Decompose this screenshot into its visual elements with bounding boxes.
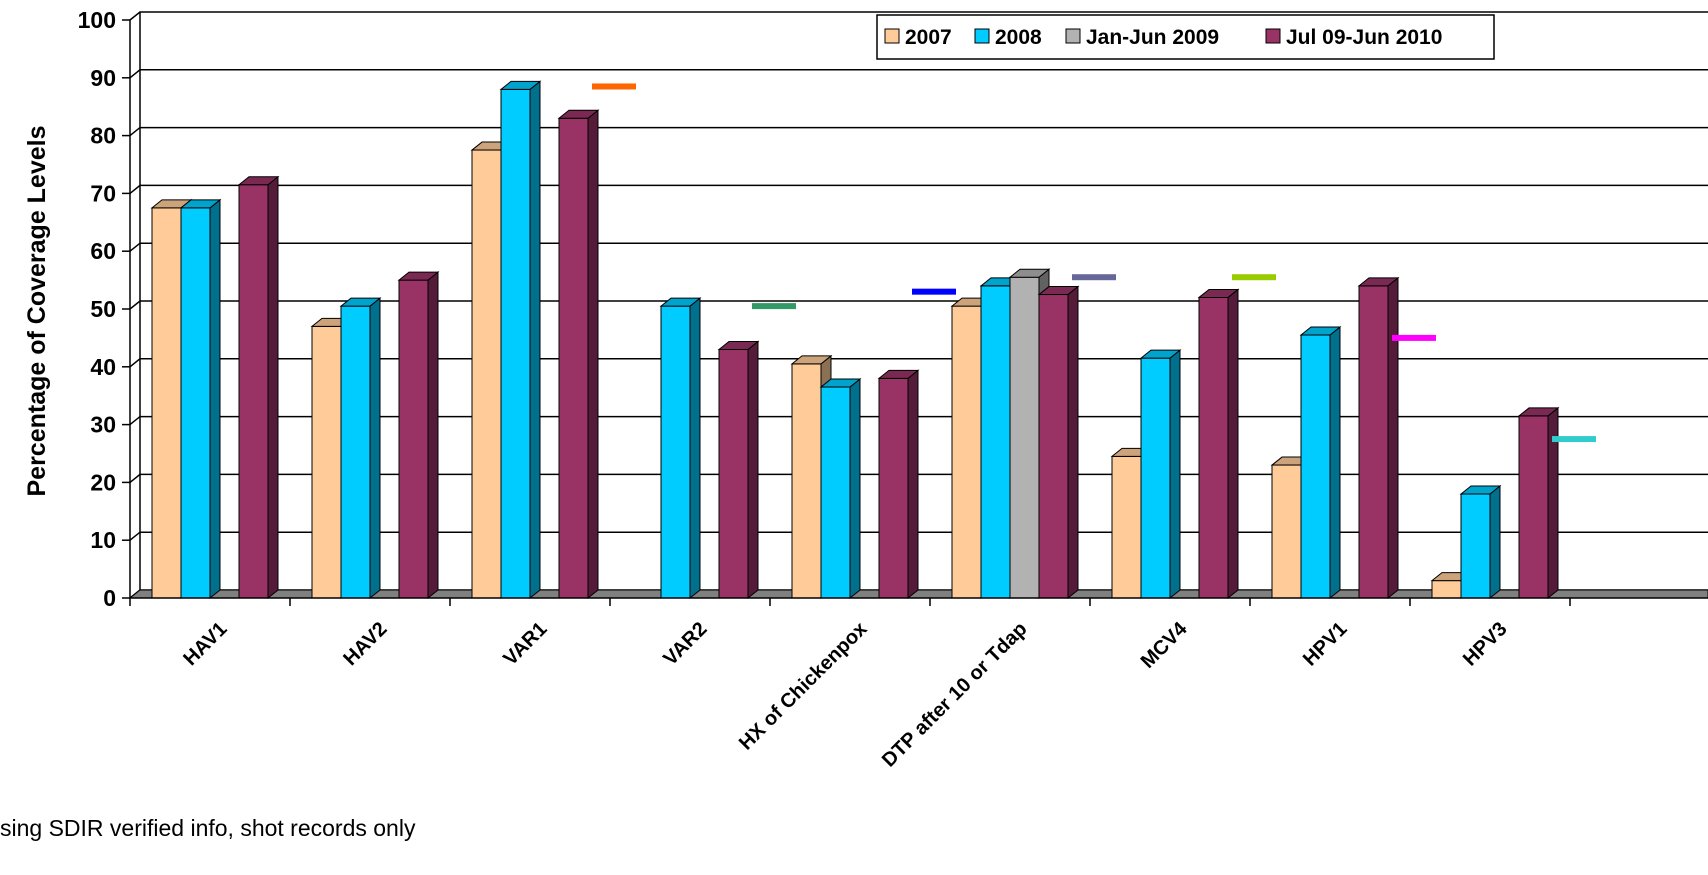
- y-tick-label: 0: [103, 585, 116, 611]
- y-tick-label: 60: [90, 238, 116, 264]
- bar: [237, 175, 280, 600]
- gridline: [129, 69, 1708, 79]
- bar: [1139, 349, 1182, 600]
- bar: [499, 80, 542, 600]
- x-tick-label: HX of Chickenpox: [735, 618, 872, 755]
- target-marker: [752, 303, 796, 310]
- y-tick-label: 50: [90, 296, 116, 322]
- x-tick-label: VAR1: [499, 618, 551, 670]
- x-tick-label: HPV3: [1459, 618, 1512, 671]
- legend-label: Jul 09-Jun 2010: [1286, 26, 1442, 49]
- legend-swatch: [1265, 28, 1281, 44]
- footnote: sing SDIR verified info, shot records on…: [0, 815, 416, 841]
- axes: [122, 19, 1708, 606]
- bar: [717, 340, 760, 600]
- y-tick-label: 70: [90, 180, 116, 206]
- legend-item: Jul 09-Jun 2010: [1265, 26, 1442, 49]
- y-tick-label: 10: [90, 527, 116, 553]
- bar: [1459, 484, 1502, 600]
- gridline: [129, 126, 1708, 137]
- bar: [557, 109, 600, 600]
- target-marker: [1392, 334, 1436, 341]
- y-tick-label: 90: [90, 65, 116, 91]
- bar: [877, 369, 920, 600]
- y-tick-label: 30: [90, 412, 116, 438]
- y-tick-label: 100: [78, 7, 116, 33]
- bar: [1357, 276, 1400, 600]
- x-tick-labels: HAV1 HAV2 VAR1 VAR2 HX of Chickenpox DTP afte…: [179, 617, 1511, 771]
- target-markers: [592, 83, 1596, 443]
- x-tick-label: HPV1: [1299, 618, 1352, 671]
- target-marker: [592, 83, 636, 90]
- y-tick-label: 80: [90, 123, 116, 149]
- y-tick-label: 40: [90, 354, 116, 380]
- x-tick-label: MCV4: [1137, 617, 1192, 672]
- bar: [179, 198, 222, 600]
- legend-label: 2007: [905, 26, 952, 49]
- legend-item: Jan-Jun 2009: [1065, 26, 1219, 49]
- x-tick-label: HAV2: [339, 618, 391, 670]
- target-marker: [912, 288, 956, 295]
- gridline: [129, 242, 1708, 252]
- target-marker: [1232, 274, 1276, 281]
- y-axis-label: Percentage of Coverage Levels: [23, 126, 51, 497]
- legend-swatch: [1065, 28, 1081, 44]
- y-tick-labels: 0 10 20 30 40 50 60 70 80 90 100: [78, 7, 116, 611]
- bar: [339, 297, 382, 600]
- bar: [397, 271, 440, 600]
- y-tick-label: 20: [90, 469, 116, 495]
- x-tick-label: HAV1: [179, 618, 231, 670]
- grid-lines: [129, 11, 1708, 599]
- target-marker: [1552, 436, 1596, 443]
- bar: [819, 377, 862, 600]
- legend-label: Jan-Jun 2009: [1086, 26, 1219, 49]
- bars: [150, 80, 1560, 600]
- bar: [1517, 406, 1560, 600]
- target-marker: [1072, 274, 1116, 281]
- legend-swatch: [884, 28, 900, 44]
- x-tick-label: DTP after 10 or Tdap: [878, 618, 1032, 772]
- x-tick-label: VAR2: [659, 618, 711, 670]
- bar: [1197, 288, 1240, 600]
- gridline: [129, 184, 1708, 194]
- bar: [1299, 325, 1342, 600]
- bar: [659, 297, 702, 600]
- legend-label: 2008: [995, 26, 1042, 49]
- legend-item: 2008: [974, 26, 1042, 49]
- bar: [1037, 285, 1080, 600]
- legend-item: 2007: [884, 26, 952, 49]
- legend-swatch: [974, 28, 990, 44]
- legend: 2007 2008 Jan-Jun 2009 Jul 09-Jun 2010: [876, 14, 1495, 60]
